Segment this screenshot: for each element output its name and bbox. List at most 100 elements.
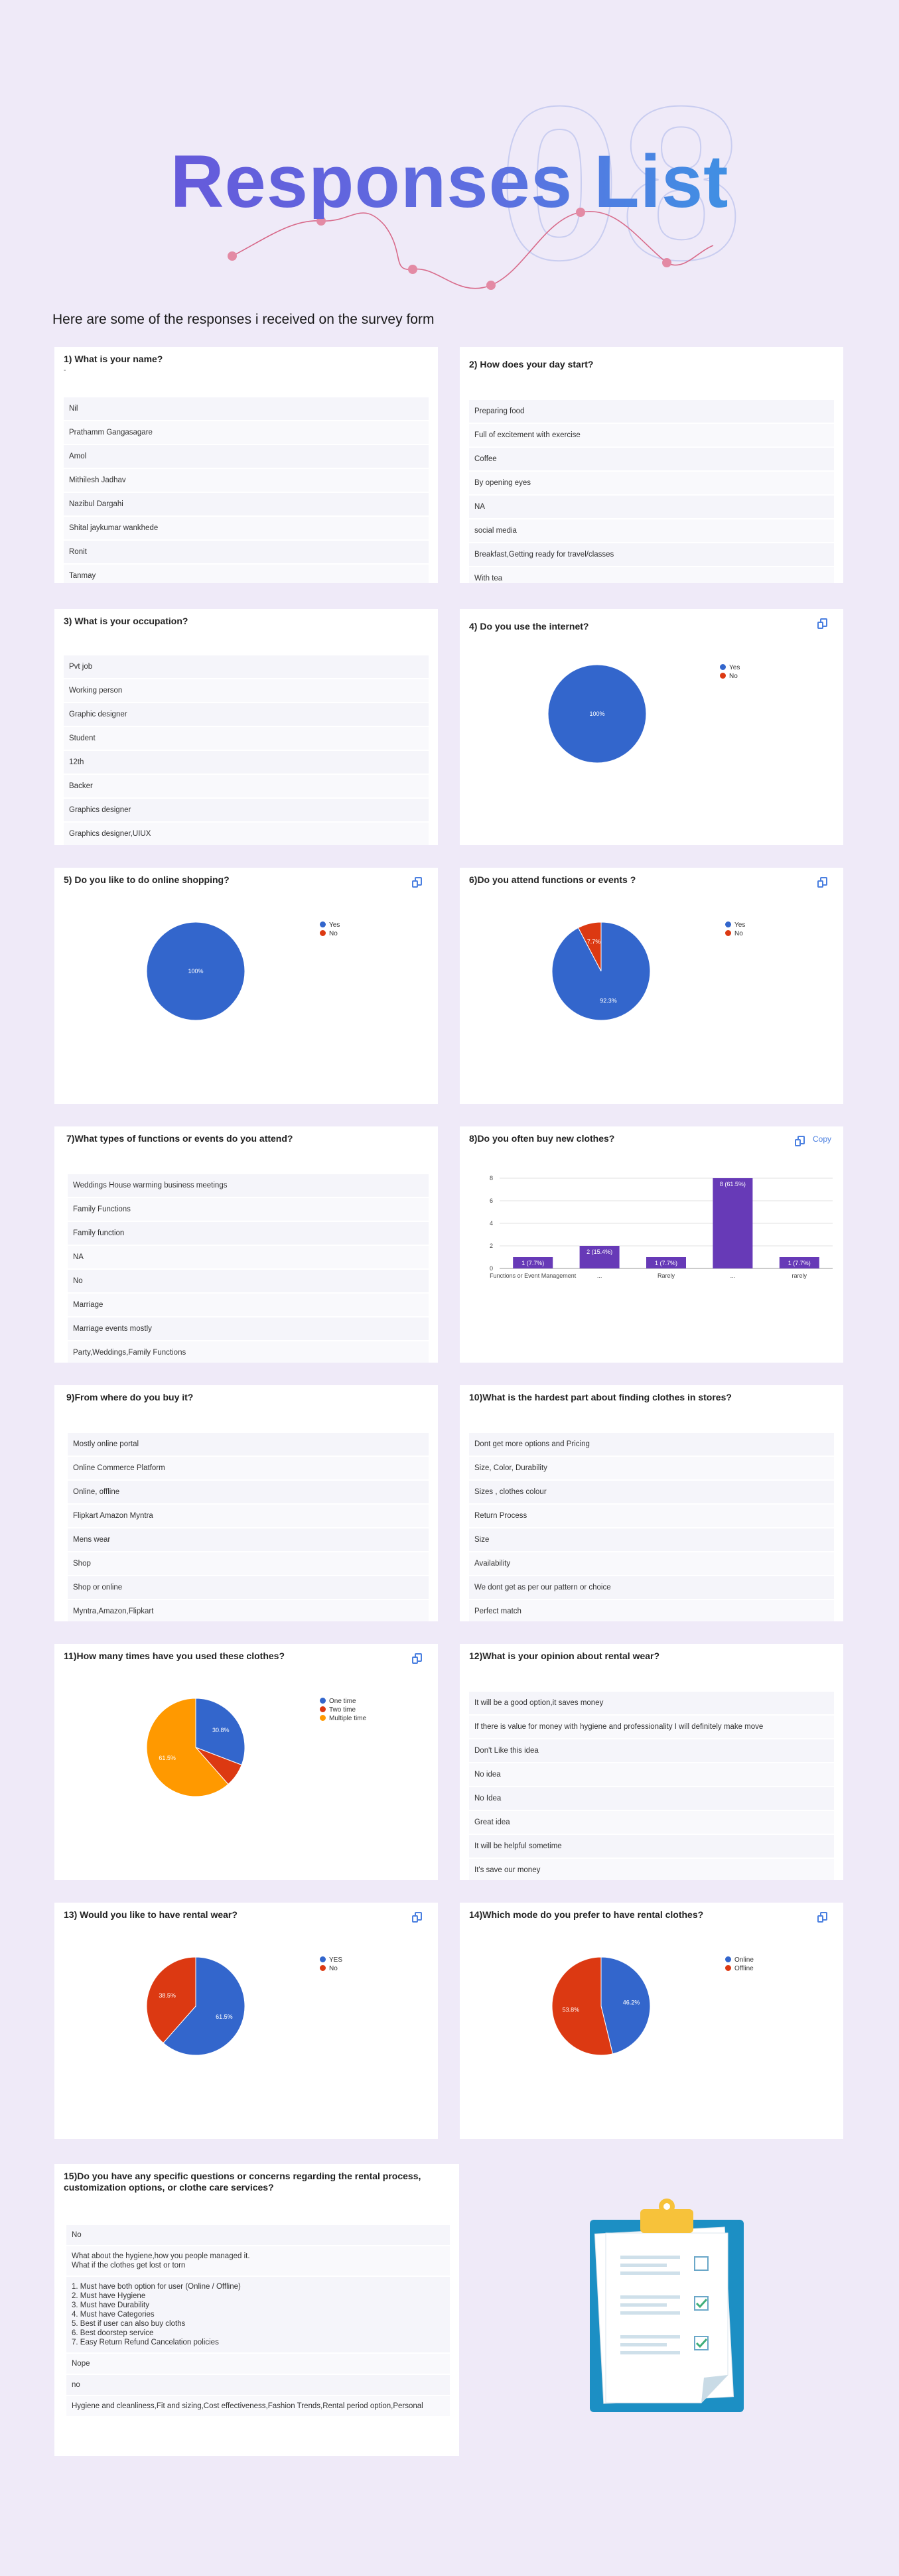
legend-dot-icon [320,1965,326,1971]
answer-row: Sizes , clothes colour [469,1481,834,1505]
answer-row: Amol [64,445,429,469]
question-card-13: 13) Would you like to have rental wear? … [54,1903,438,2139]
question-card-11: 11)How many times have you used these cl… [54,1644,438,1880]
y-tick-label: 6 [490,1197,493,1204]
copy-chart-icon[interactable] [817,618,827,629]
chart-legend: One time Two time Multiple time [320,1697,366,1723]
answer-list[interactable]: Weddings House warming business meetings… [68,1174,429,1363]
answer-row: No idea [469,1763,834,1787]
question-title: 12)What is your opinion about rental wea… [469,1651,660,1661]
answer-list[interactable]: Dont get more options and Pricing Size, C… [469,1433,834,1621]
pie-data-label: 53.8% [563,2006,580,2013]
page-title: Responses List [0,145,899,219]
copy-chart-icon[interactable] [412,877,422,888]
answer-row: If there is value for money with hygiene… [469,1716,834,1739]
answer-row: Mithilesh Jadhav [64,469,429,493]
chart-legend: Online Offline [725,1956,754,1973]
answer-row: Mens wear [68,1528,429,1552]
legend-dot-icon [320,1698,326,1704]
question-title: 4) Do you use the internet? [469,621,589,632]
question-card-5: 5) Do you like to do online shopping? 10… [54,868,438,1104]
legend-item: No [725,929,745,938]
hero-decoration: 08 [228,60,743,305]
legend-label: YES [329,1956,343,1964]
answer-row: Student [64,727,429,751]
answer-row: Nazibul Dargahi [64,493,429,517]
question-title: 9)From where do you buy it? [66,1392,194,1402]
legend-label: No [729,673,738,680]
y-tick-label: 4 [490,1220,493,1227]
legend-label: Yes [734,921,746,929]
question-title: 14)Which mode do you prefer to have rent… [469,1909,704,1920]
answer-row: Graphic designer [64,703,429,727]
answer-row: 12th [64,751,429,775]
legend-item: Yes [320,921,340,929]
copy-chart-icon[interactable] [795,1136,805,1146]
pie-data-label: 38.5% [159,1992,176,1999]
answer-row: Size [469,1528,834,1552]
question-card-12: 12)What is your opinion about rental wea… [460,1644,843,1880]
hero-watermark: 08 [498,60,742,305]
question-subtitle: - [64,367,66,374]
pie-slice [146,1698,229,1797]
pie-slice [551,921,651,1021]
answer-row: 1. Must have both option for user (Onlin… [66,2277,450,2354]
answer-row: Online Commerce Platform [68,1457,429,1481]
pie-chart: 61.5% 38.5% [146,1956,245,2056]
legend-item: Multiple time [320,1714,366,1723]
x-tick-label: ... [597,1272,602,1279]
legend-label: No [734,930,743,937]
pie-chart: 46.2% 53.8% [551,1956,651,2056]
answer-list[interactable]: Pvt job Working person Graphic designer Stu… [64,655,429,845]
pie-slice [146,1956,196,2044]
question-title: 3) What is your occupation? [64,616,188,626]
answer-list[interactable]: No What about the hygiene,how you people … [66,2225,450,2417]
pie-data-label: 100% [589,711,604,717]
answer-row: no [66,2375,450,2396]
legend-label: Multiple time [329,1715,367,1722]
hero-dot [486,281,496,290]
bar [779,1257,819,1268]
answer-row: social media [469,519,834,543]
y-tick-label: 0 [490,1265,493,1272]
answer-row: NA [68,1246,429,1270]
question-title: 7)What types of functions or events do y… [66,1133,293,1144]
question-card-6: 6)Do you attend functions or events ? 92… [460,868,843,1104]
answer-list[interactable]: Nil Prathamm Gangasagare Amol Mithilesh Jad… [64,397,429,583]
x-tick-label: Rarely [657,1272,675,1279]
answer-row: With tea [469,567,834,583]
answer-list[interactable]: Mostly online portal Online Commerce Plat… [68,1433,429,1621]
legend-dot-icon [320,930,326,936]
copy-chart-icon[interactable] [412,1653,422,1664]
legend-dot-icon [725,930,731,936]
answer-list[interactable]: Preparing food Full of excitement with ex… [469,400,834,583]
question-title: 13) Would you like to have rental wear? [64,1909,238,1920]
copy-button[interactable]: Copy [812,1134,831,1144]
hero-dot [316,216,326,226]
question-card-14: 14)Which mode do you prefer to have rent… [460,1903,843,2139]
pie-data-label: 46.2% [623,2000,640,2006]
legend-label: Two time [329,1706,356,1714]
legend-dot-icon [320,1956,326,1962]
pie-slice [600,1956,651,2055]
copy-chart-icon[interactable] [412,1912,422,1923]
answer-row: Shop [68,1552,429,1576]
checkbox-checked-icon [694,2336,709,2350]
pie-slice [146,921,245,1021]
x-tick-label: Functions or Event Management [490,1272,577,1279]
legend-item: No [320,1964,342,1973]
legend-item: No [320,929,340,938]
answer-list[interactable]: It will be a good option,it saves money I… [469,1692,834,1880]
copy-chart-icon[interactable] [817,1912,827,1923]
chart-legend: Yes No [320,921,340,938]
answer-row: Breakfast,Getting ready for travel/class… [469,543,834,567]
chart-legend: Yes No [725,921,745,938]
checkbox-checked-icon [694,2296,709,2311]
answer-row: It will be helpful sometime [469,1835,834,1859]
answer-row: Shop or online [68,1576,429,1600]
question-card-8: 8)Do you often buy new clothes? Copy 0 2 4… [460,1126,843,1363]
answer-row: No [66,2225,450,2246]
pie-slice [163,1956,245,2056]
copy-chart-icon[interactable] [817,877,827,888]
answer-row: What about the hygiene,how you people ma… [66,2246,450,2277]
